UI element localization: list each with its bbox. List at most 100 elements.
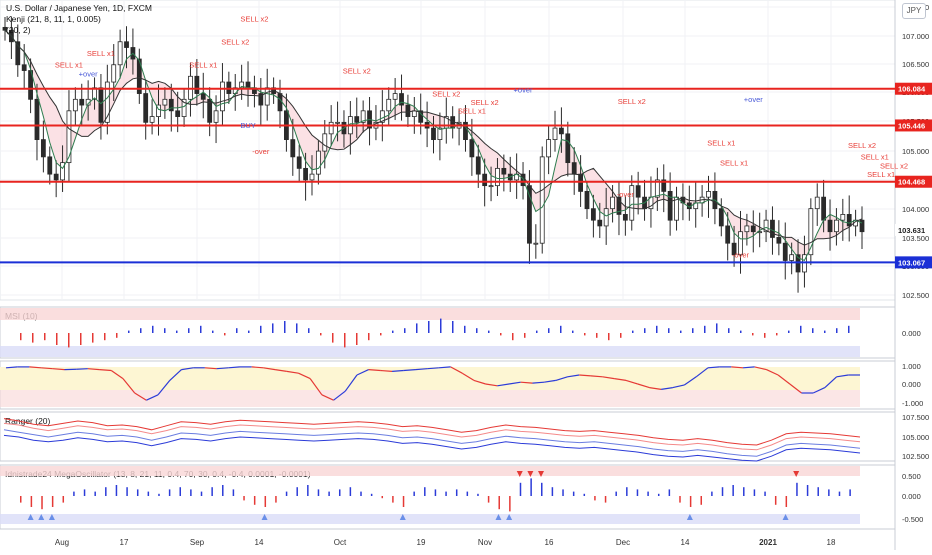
currency-button[interactable]: JPY	[902, 3, 926, 19]
mega-bar	[775, 496, 777, 505]
mega-bar	[711, 492, 713, 496]
time-tick-label: Oct	[334, 538, 347, 547]
candle-body	[502, 168, 506, 174]
candle-body	[144, 94, 148, 123]
msi-bar	[392, 331, 394, 333]
candle-body	[636, 186, 640, 198]
msi-bar	[740, 331, 742, 333]
candle-body	[80, 99, 84, 105]
msi-bar	[488, 331, 490, 333]
msi-bar	[380, 333, 382, 335]
msi-bar	[536, 331, 538, 333]
pane-tick-label: -0.500	[902, 515, 923, 524]
msi-bar	[356, 333, 358, 345]
msi-bar	[584, 333, 586, 335]
signal-label-buy: BUY	[240, 121, 255, 130]
msi-bar	[44, 333, 46, 340]
msi-bar	[128, 331, 130, 333]
candle-body	[598, 220, 602, 226]
candle-body	[201, 94, 205, 100]
msi-bar	[104, 333, 106, 340]
pane-tick-label: -1.000	[902, 399, 923, 408]
mega-bar	[647, 492, 649, 496]
mega-bar	[764, 492, 766, 496]
candle-body	[195, 76, 199, 93]
candle-body	[841, 214, 845, 220]
mega-bar	[350, 487, 352, 496]
mega-bar	[148, 492, 150, 496]
time-tick-label: Dec	[616, 538, 630, 547]
msi-bar	[548, 328, 550, 333]
candle-body	[566, 134, 570, 163]
mega-bar	[243, 496, 245, 500]
candle-body	[176, 111, 180, 117]
candle-body	[406, 105, 410, 117]
candle-body	[99, 88, 103, 123]
msi-bar	[260, 326, 262, 333]
mega-bar	[382, 496, 384, 498]
mega-bar	[562, 489, 564, 496]
msi-bar	[668, 328, 670, 333]
mega-bar	[63, 496, 65, 503]
mega-bar	[796, 483, 798, 496]
candle-body	[483, 174, 487, 186]
candle-body	[393, 94, 397, 100]
candle-body	[534, 243, 538, 244]
msi-bar	[728, 328, 730, 333]
mega-bar	[201, 492, 203, 496]
candle-body	[41, 140, 45, 157]
tdi-lower-band	[0, 390, 860, 407]
mega-bar	[137, 489, 139, 496]
signal-label-sell: SELL x2	[432, 89, 460, 98]
msi-bar	[212, 331, 214, 333]
candle-body	[54, 174, 58, 180]
candle-body	[847, 214, 851, 226]
candle-body	[559, 128, 563, 134]
symbol-title: U.S. Dollar / Japanese Yen, 1D, FXCM	[6, 3, 152, 13]
mega-bar	[839, 492, 841, 496]
level-tag-label: 104.468	[898, 178, 925, 187]
mega-bar	[126, 487, 128, 496]
candle-body	[291, 140, 295, 157]
msi-bar	[32, 333, 34, 343]
time-tick-label: 17	[120, 538, 129, 547]
candle-body	[726, 226, 730, 243]
signal-label-sell: SELL x1	[458, 107, 486, 116]
msi-bar	[476, 328, 478, 333]
signal-label-sell: SELL x2	[343, 66, 371, 75]
msi-bar	[80, 333, 82, 345]
msi-bar	[560, 326, 562, 333]
mega-bar	[541, 483, 543, 496]
mega-bar	[339, 489, 341, 496]
signal-label-sell: SELL x1	[720, 159, 748, 168]
mega-bar	[73, 492, 75, 496]
candle-body	[67, 111, 71, 163]
mega-bar	[807, 485, 809, 496]
time-tick-label: Nov	[478, 538, 492, 547]
price-tick-label: 107.000	[902, 32, 929, 41]
mega-bar	[403, 496, 405, 507]
mega-bar	[318, 489, 320, 496]
mega-bar	[626, 487, 628, 496]
mega-bar	[307, 485, 309, 496]
mega-bar	[41, 496, 43, 509]
candle-body	[310, 174, 314, 180]
candle-body	[304, 168, 308, 180]
msi-bar	[716, 323, 718, 333]
mega-bar	[413, 492, 415, 496]
msi-bar	[284, 321, 286, 333]
mega-bar	[477, 494, 479, 496]
msi-bar	[452, 321, 454, 333]
msi-bar	[428, 321, 430, 333]
candle-body	[73, 99, 77, 111]
candle-body	[623, 214, 627, 220]
pane-tick-label: 105.000	[902, 433, 929, 442]
candle-body	[470, 140, 474, 157]
msi-bar	[824, 331, 826, 333]
candle-body	[246, 82, 250, 88]
candle-body	[297, 157, 301, 169]
mega-bar	[371, 494, 373, 496]
candle-body	[355, 117, 359, 123]
price-tick-label: 102.500	[902, 291, 929, 300]
mega-bar	[328, 492, 330, 496]
